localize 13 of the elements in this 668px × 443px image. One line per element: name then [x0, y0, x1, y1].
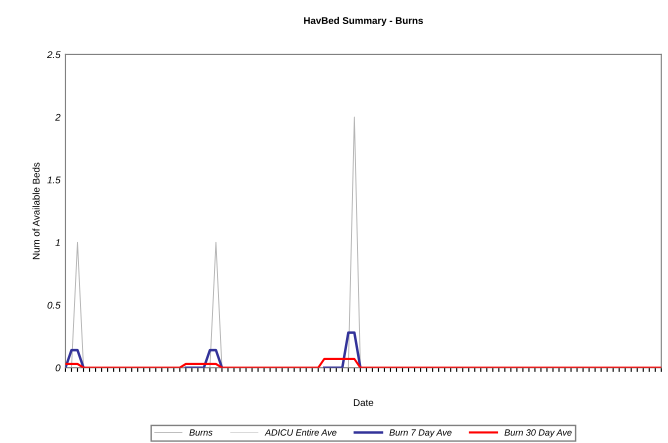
y-axis-title: Num of Available Beds	[32, 162, 40, 260]
chart-title: HavBed Summary - Burns	[304, 16, 423, 26]
y-tick-label: 0.5	[48, 302, 61, 309]
y-tick-label: 1.5	[47, 176, 61, 184]
legend-label: ADICU Entire Ave	[264, 429, 336, 436]
x-axis-title: Date	[354, 399, 374, 406]
y-tick-label: 1	[55, 239, 60, 246]
legend-label: Burn 30 Day Ave	[504, 429, 572, 438]
y-tick-label: 2.5	[47, 51, 61, 58]
y-tick-label: 2	[55, 114, 60, 121]
y-tick-label: 0	[56, 364, 61, 372]
legend-label: Burn 7 Day Ave	[389, 429, 452, 438]
legend-label: Burns	[189, 429, 212, 436]
